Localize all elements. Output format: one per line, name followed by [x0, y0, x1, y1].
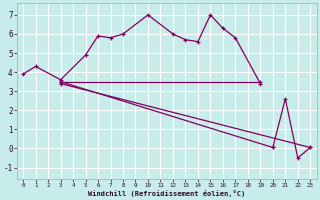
X-axis label: Windchill (Refroidissement éolien,°C): Windchill (Refroidissement éolien,°C) [88, 190, 245, 197]
